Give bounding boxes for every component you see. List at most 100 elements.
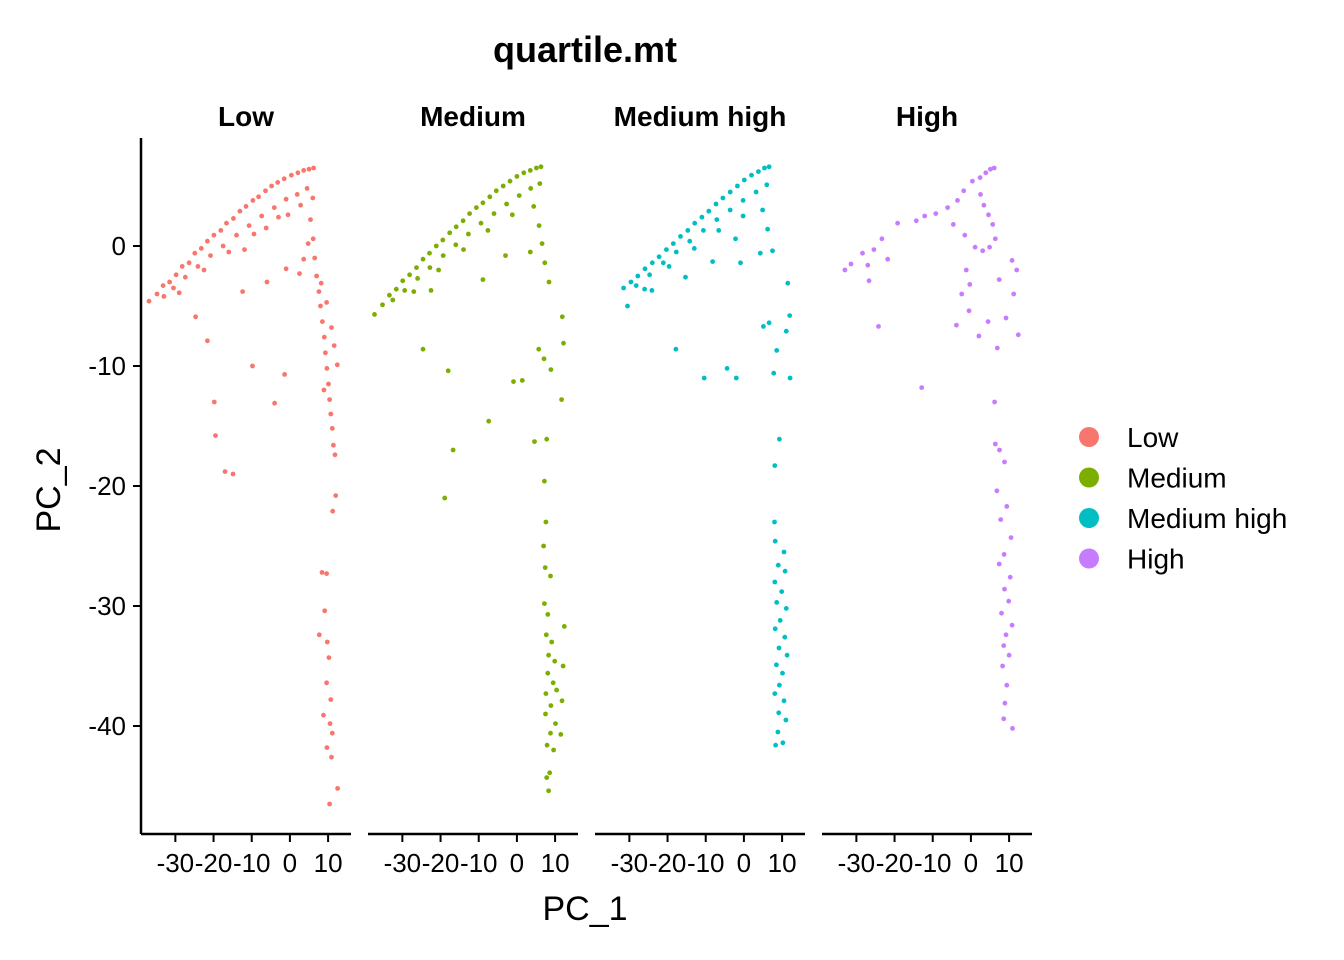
x-tick-label: -10 xyxy=(687,848,725,878)
data-point xyxy=(777,682,782,688)
data-point xyxy=(334,362,340,368)
data-point xyxy=(724,366,730,371)
data-point xyxy=(182,274,188,280)
data-point xyxy=(548,573,553,579)
data-point xyxy=(842,267,848,273)
data-point xyxy=(1003,632,1009,638)
data-point xyxy=(561,340,566,346)
data-point xyxy=(324,639,330,645)
data-point xyxy=(436,267,441,273)
data-point xyxy=(171,285,176,291)
data-point xyxy=(848,261,854,267)
data-point xyxy=(335,786,340,791)
data-point xyxy=(683,274,688,280)
data-point xyxy=(678,234,683,239)
data-point xyxy=(972,244,978,250)
data-point xyxy=(549,639,555,645)
data-point xyxy=(282,372,287,377)
data-point xyxy=(509,212,515,218)
data-point xyxy=(328,697,334,702)
data-point xyxy=(992,399,997,405)
data-point xyxy=(546,279,552,285)
data-point xyxy=(272,400,277,406)
data-point xyxy=(777,618,783,623)
data-point xyxy=(990,222,996,227)
x-tick-label: -30 xyxy=(611,848,649,878)
data-point xyxy=(714,217,720,223)
data-point xyxy=(478,220,484,226)
data-point xyxy=(466,231,471,237)
data-point xyxy=(548,703,554,708)
data-point xyxy=(390,297,396,303)
data-point xyxy=(692,220,698,226)
data-point xyxy=(445,368,451,374)
data-point xyxy=(1009,622,1015,628)
data-point xyxy=(330,508,336,514)
data-point xyxy=(1004,682,1010,688)
data-point xyxy=(783,606,789,611)
data-point xyxy=(301,256,307,262)
data-point xyxy=(467,211,472,217)
data-point xyxy=(895,220,900,226)
data-point xyxy=(301,168,307,173)
data-point xyxy=(559,314,565,320)
data-point xyxy=(787,313,793,318)
data-point xyxy=(772,626,778,632)
data-point xyxy=(308,217,313,223)
data-point xyxy=(453,224,459,230)
data-point xyxy=(332,452,338,458)
data-point xyxy=(1006,598,1012,604)
data-point xyxy=(777,436,782,442)
data-point xyxy=(298,202,303,208)
data-point xyxy=(766,320,772,326)
data-point xyxy=(542,260,548,266)
data-point xyxy=(546,788,551,794)
data-point xyxy=(195,264,201,269)
data-point xyxy=(664,247,669,253)
y-tick-label: -10 xyxy=(88,351,126,381)
data-point xyxy=(230,471,236,477)
data-point xyxy=(161,294,167,299)
data-point xyxy=(176,290,182,296)
data-point xyxy=(782,568,788,574)
data-point xyxy=(329,426,335,431)
data-point xyxy=(866,278,872,284)
data-point xyxy=(415,276,420,281)
data-point xyxy=(442,495,448,501)
data-point xyxy=(772,519,777,525)
data-point xyxy=(963,267,969,273)
data-point xyxy=(922,213,928,219)
data-point xyxy=(380,302,385,308)
data-point xyxy=(545,670,551,676)
data-point xyxy=(685,228,691,233)
data-point xyxy=(461,247,466,253)
data-point xyxy=(775,562,781,568)
facet-panel-medium-high: Medium high -30 -20 -10 0 10 xyxy=(595,101,805,878)
y-tick-label: -20 xyxy=(88,471,126,501)
data-point xyxy=(420,346,426,352)
data-point xyxy=(414,265,419,270)
data-point xyxy=(310,195,316,201)
x-tick-label: -20 xyxy=(876,848,914,878)
data-point xyxy=(950,222,956,227)
data-point xyxy=(222,469,228,474)
data-point xyxy=(440,253,446,258)
data-point xyxy=(756,169,761,175)
data-point xyxy=(534,165,539,171)
data-point xyxy=(981,202,987,208)
data-point xyxy=(407,272,412,278)
data-point xyxy=(329,325,334,330)
data-point xyxy=(504,201,509,207)
chart-title: quartile.mt xyxy=(493,29,677,70)
data-point xyxy=(447,230,453,236)
data-point xyxy=(433,243,439,249)
data-point xyxy=(1000,663,1005,669)
data-point xyxy=(331,442,336,448)
data-point xyxy=(779,589,785,594)
x-tick-label: 10 xyxy=(995,848,1024,878)
x-tick-label: 0 xyxy=(737,848,751,878)
data-point xyxy=(440,237,446,243)
data-point xyxy=(740,213,746,219)
data-point xyxy=(516,193,522,199)
